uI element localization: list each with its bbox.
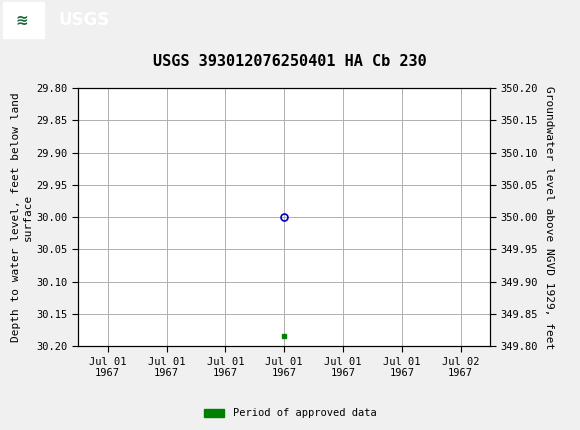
Y-axis label: Depth to water level, feet below land
surface: Depth to water level, feet below land su… bbox=[11, 92, 32, 342]
Text: ≋: ≋ bbox=[16, 12, 28, 28]
Text: USGS 393012076250401 HA Cb 230: USGS 393012076250401 HA Cb 230 bbox=[153, 54, 427, 69]
Text: USGS: USGS bbox=[58, 11, 109, 29]
Y-axis label: Groundwater level above NGVD 1929, feet: Groundwater level above NGVD 1929, feet bbox=[543, 86, 553, 349]
Legend: Period of approved data: Period of approved data bbox=[200, 404, 380, 423]
Bar bbox=[3, 2, 43, 38]
